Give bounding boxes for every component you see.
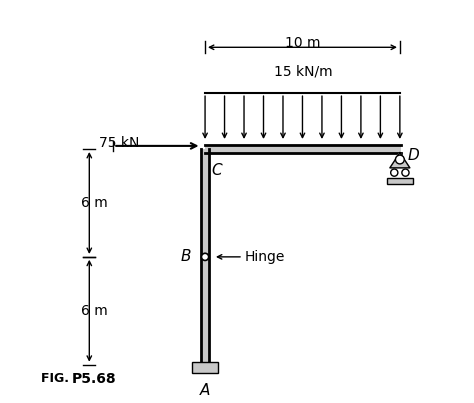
Circle shape: [201, 253, 209, 260]
Text: Hinge: Hinge: [245, 250, 285, 264]
Text: A: A: [200, 382, 210, 398]
Bar: [387, 178, 413, 184]
Text: D: D: [408, 147, 419, 162]
Text: 75 kN: 75 kN: [99, 136, 139, 150]
Circle shape: [391, 169, 398, 176]
Text: P5.68: P5.68: [72, 372, 116, 386]
Text: C: C: [211, 163, 222, 178]
Bar: [205, 145, 401, 153]
Text: 15 kN/m: 15 kN/m: [273, 64, 332, 78]
Polygon shape: [390, 153, 410, 168]
Bar: [201, 149, 209, 365]
Circle shape: [395, 155, 404, 164]
Text: 10 m: 10 m: [285, 36, 320, 50]
Circle shape: [402, 169, 409, 176]
Bar: [192, 362, 218, 374]
Text: B: B: [181, 249, 191, 264]
Text: 6 m: 6 m: [81, 196, 107, 210]
Text: FIG.: FIG.: [41, 372, 74, 385]
Text: 6 m: 6 m: [81, 304, 107, 318]
